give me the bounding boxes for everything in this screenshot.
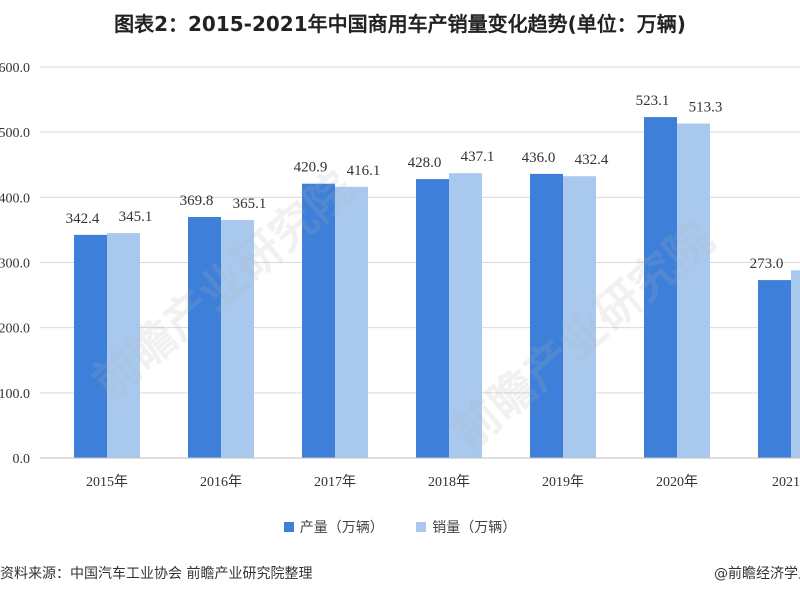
data-label: 436.0: [522, 150, 556, 166]
x-tick-label: 2018年: [428, 474, 470, 490]
bar: [416, 179, 449, 458]
bar: [791, 270, 800, 458]
bar: [530, 173, 563, 458]
data-label: 428.0: [408, 155, 442, 171]
data-label: 342.4: [66, 211, 100, 227]
data-label: 273.0: [750, 256, 784, 272]
data-label: 513.3: [689, 99, 723, 115]
data-label: 369.8: [180, 193, 214, 209]
x-tick-label: 2020年: [656, 474, 698, 490]
y-tick-label: 0.0: [13, 452, 31, 467]
bar: [677, 123, 710, 458]
x-axis-ticks: 2015年 2016年 2017年 2018年 2019年 2020年 2021H: [86, 474, 800, 490]
y-tick-label: 500.0: [0, 126, 30, 141]
data-label: 365.1: [233, 196, 267, 212]
bar: [107, 233, 140, 458]
data-label: 420.9: [294, 160, 328, 176]
bar: [449, 173, 482, 458]
legend-swatch: [416, 522, 427, 532]
data-label: 437.1: [461, 149, 495, 165]
legend-item-production: 产量（万辆）: [283, 517, 384, 537]
bars: [74, 117, 800, 459]
y-tick-label: 600.0: [0, 61, 30, 76]
x-tick-label: 2017年: [314, 474, 356, 490]
data-labels: 342.4 345.1 369.8 365.1 420.9 416.1 428.0 437.1…: [66, 93, 784, 272]
x-tick-label: 2019年: [542, 474, 584, 490]
bar: [563, 176, 596, 458]
x-tick-label: 2015年: [86, 474, 128, 490]
bar: [74, 234, 107, 458]
y-tick-label: 200.0: [0, 322, 30, 337]
data-label: 416.1: [347, 163, 381, 179]
source-note: 资料来源：中国汽车工业协会 前瞻产业研究院整理: [0, 566, 313, 582]
x-tick-label: 2021H: [772, 475, 800, 490]
legend-label: 销量（万辆）: [432, 520, 517, 536]
bar: [644, 117, 677, 459]
legend-swatch: [283, 522, 294, 532]
credit: @前瞻经济学人: [714, 566, 800, 582]
data-label: 345.1: [119, 209, 153, 225]
bar: [335, 186, 368, 459]
y-axis-ticks: 0.0 100.0 200.0 300.0 400.0 500.0 600.0: [0, 61, 30, 467]
bar: [221, 220, 254, 458]
bar: [758, 280, 791, 458]
data-label: 432.4: [575, 152, 609, 168]
bar: [188, 217, 221, 458]
y-tick-label: 100.0: [0, 387, 30, 402]
y-tick-label: 400.0: [0, 191, 30, 206]
bar: [302, 183, 335, 458]
data-label: 523.1: [636, 93, 670, 109]
chart-title: 图表2：2015-2021年中国商用车产销量变化趋势(单位：万辆): [114, 12, 686, 36]
legend: 产量（万辆） 销量（万辆）: [0, 517, 800, 537]
legend-label: 产量（万辆）: [299, 520, 384, 536]
x-tick-label: 2016年: [200, 474, 242, 490]
legend-item-sales: 销量（万辆）: [416, 517, 516, 537]
y-tick-label: 300.0: [0, 257, 30, 272]
